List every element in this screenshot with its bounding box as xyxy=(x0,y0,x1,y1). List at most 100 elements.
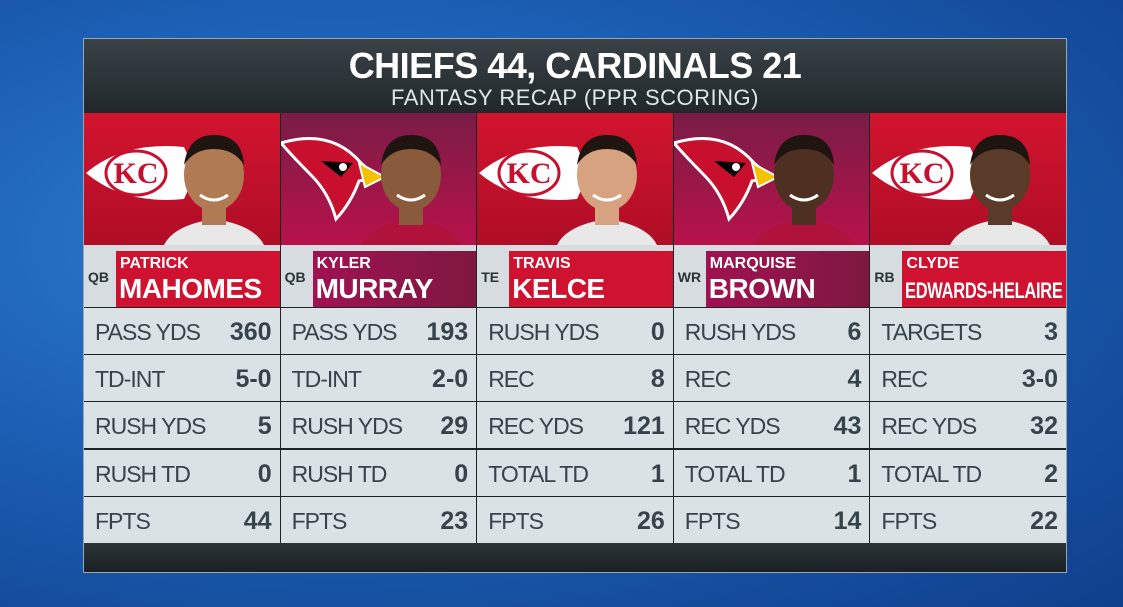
stat-row: TD-INT 5-0 xyxy=(84,355,280,402)
last-name: KELCE xyxy=(512,273,605,304)
stat-label: REC YDS xyxy=(881,413,977,440)
stat-row: FPTS 22 xyxy=(870,496,1066,543)
stat-row: REC YDS 121 xyxy=(477,402,673,449)
stat-value: 3-0 xyxy=(1021,365,1058,394)
stat-label: RUSH YDS xyxy=(291,413,403,440)
stat-row: TOTAL TD 1 xyxy=(673,449,870,496)
stat-value: 8 xyxy=(650,365,665,394)
stat-label: REC YDS xyxy=(684,413,781,440)
stat-value: 3 xyxy=(1044,318,1058,346)
player-column: KC QB PATRICK MAHOMES PASS YDS 360 TD-INT 5-0 R… xyxy=(84,0,280,607)
stat-label: REC xyxy=(488,366,535,393)
first-name: PATRICK xyxy=(120,255,189,272)
last-name: BROWN xyxy=(708,273,816,304)
stat-value: 23 xyxy=(440,506,469,535)
stat-value: 5 xyxy=(257,412,272,441)
player-column: QB KYLER MURRAY PASS YDS 193 TD-INT 2-0 RUSH YD… xyxy=(280,0,477,607)
stat-value: 0 xyxy=(257,459,272,488)
first-name: CLYDE xyxy=(906,255,960,272)
photo-art xyxy=(673,135,854,245)
stat-value: 0 xyxy=(650,318,665,346)
photo-art: KC xyxy=(872,135,1051,245)
stat-row: RUSH YDS 29 xyxy=(280,402,477,449)
stat-value: 14 xyxy=(833,506,862,535)
position: QB xyxy=(284,269,306,285)
stat-row: FPTS 14 xyxy=(673,496,870,543)
stat-row: FPTS 23 xyxy=(280,496,477,543)
first-name: KYLER xyxy=(316,255,371,272)
stat-value: 44 xyxy=(243,506,272,535)
stat-value: 4 xyxy=(847,365,862,394)
last-name: MAHOMES xyxy=(119,273,262,304)
photo-art: KC xyxy=(86,135,264,245)
stat-value: 2-0 xyxy=(432,365,469,394)
svg-text:KC: KC xyxy=(900,157,945,190)
stat-row: RUSH YDS 5 xyxy=(84,402,280,449)
header: CHIEFS 44, CARDINALS 21 FANTASY RECAP (P… xyxy=(84,39,1066,113)
stat-label: PASS YDS xyxy=(95,319,201,345)
name-box: CLYDE EDWARDS-HELAIRE xyxy=(902,251,1066,307)
stat-label: RUSH YDS xyxy=(488,319,599,345)
stat-label: TARGETS xyxy=(881,319,982,345)
name-band: RB CLYDE EDWARDS-HELAIRE xyxy=(870,245,1066,307)
stat-row: REC YDS 32 xyxy=(870,402,1066,449)
first-name: MARQUISE xyxy=(709,255,797,272)
name-band: QB PATRICK MAHOMES xyxy=(84,245,280,307)
stat-value: 1 xyxy=(847,459,862,488)
last-name: MURRAY xyxy=(315,273,434,304)
position: QB xyxy=(88,269,109,285)
stat-label: FPTS xyxy=(488,507,544,534)
stat-row: REC 8 xyxy=(477,355,673,402)
name-band: QB KYLER MURRAY xyxy=(280,245,477,307)
position: RB xyxy=(874,269,895,285)
position: TE xyxy=(481,269,500,285)
stat-label: TOTAL TD xyxy=(881,460,982,487)
stat-row: TD-INT 2-0 xyxy=(280,355,477,402)
stat-row: REC 4 xyxy=(673,355,870,402)
stat-value: 22 xyxy=(1030,506,1058,535)
name-band: TE TRAVIS KELCE xyxy=(477,245,673,307)
stat-row: RUSH YDS 0 xyxy=(477,308,673,354)
stat-row: TOTAL TD 2 xyxy=(870,449,1066,496)
stat-row: REC 3-0 xyxy=(870,355,1066,402)
stat-value: 6 xyxy=(847,318,862,346)
stat-label: TD-INT xyxy=(95,366,165,393)
stat-label: FPTS xyxy=(684,507,741,534)
stat-row: FPTS 44 xyxy=(84,496,280,543)
subtitle: FANTASY RECAP (PPR SCORING) xyxy=(390,85,759,110)
stat-value: 0 xyxy=(454,459,469,488)
stat-label: RUSH YDS xyxy=(684,319,796,345)
footer xyxy=(84,543,1066,572)
title: CHIEFS 44, CARDINALS 21 xyxy=(348,45,802,86)
player-photo: KC xyxy=(477,113,673,245)
stat-value: 121 xyxy=(623,412,665,441)
stat-label: RUSH YDS xyxy=(95,413,206,440)
stat-value: 26 xyxy=(636,506,665,535)
position: WR xyxy=(677,269,702,285)
stat-value: 1 xyxy=(650,459,665,488)
stat-label: RUSH TD xyxy=(291,460,388,487)
name-band: WR MARQUISE BROWN xyxy=(673,245,870,307)
stat-row: RUSH YDS 6 xyxy=(673,308,870,354)
stat-label: TOTAL TD xyxy=(488,460,589,487)
player-photo: KC xyxy=(84,113,280,245)
name-box: PATRICK MAHOMES xyxy=(116,251,280,307)
stat-row: TOTAL TD 1 xyxy=(477,449,673,496)
stat-label: TOTAL TD xyxy=(684,460,786,487)
stat-row: RUSH TD 0 xyxy=(280,449,477,496)
stat-label: TD-INT xyxy=(291,366,362,393)
svg-text:KC: KC xyxy=(507,157,552,190)
stat-label: REC xyxy=(881,366,928,393)
stat-row: PASS YDS 360 xyxy=(84,308,280,354)
stat-row: TARGETS 3 xyxy=(870,308,1066,354)
stat-label: REC xyxy=(684,366,732,393)
svg-text:KC: KC xyxy=(114,157,159,190)
stat-label: FPTS xyxy=(95,507,151,534)
stat-value: 2 xyxy=(1044,459,1058,488)
player-column: KC RB CLYDE EDWARDS-HELAIRE TARGETS 3 REC 3-0 R… xyxy=(870,0,1066,607)
name-box: KYLER MURRAY xyxy=(312,251,477,307)
first-name: TRAVIS xyxy=(513,255,571,272)
stat-label: FPTS xyxy=(291,507,348,534)
stat-row: PASS YDS 193 xyxy=(280,308,477,354)
